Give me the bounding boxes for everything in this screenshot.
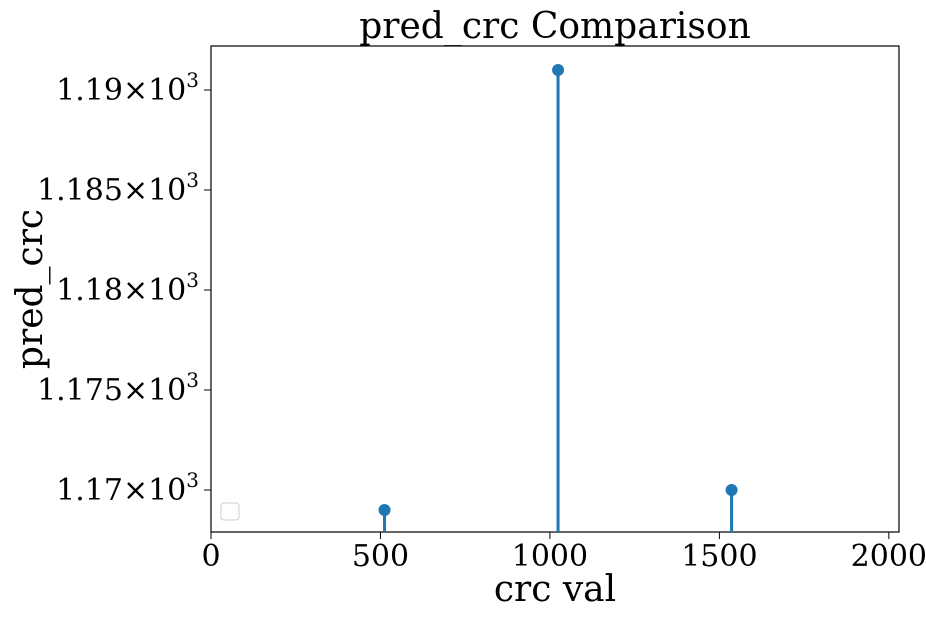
x-tick-label-0: 0: [201, 539, 220, 574]
y-tick-label-2: 1.18×103: [56, 268, 199, 308]
x-axis-label: crc val: [494, 569, 616, 610]
markers-layer: [378, 64, 738, 516]
stem-marker-2: [725, 484, 738, 496]
x-tick-label-1: 500: [352, 539, 409, 574]
x-tick-label-2: 1000: [512, 539, 588, 574]
stem-marker-0: [378, 504, 391, 516]
chart-title: pred_crc Comparison: [359, 6, 751, 47]
stems-layer: [383, 70, 734, 532]
y-axis-label: pred_crc: [10, 209, 51, 369]
y-tick-label-3: 1.185×103: [37, 168, 199, 208]
x-tick-label-4: 2000: [851, 539, 926, 574]
stem-marker-1: [552, 64, 565, 76]
x-axis-ticks: 0 500 1000 1500 2000: [201, 532, 926, 574]
x-tick-label-3: 1500: [681, 539, 757, 574]
y-tick-label-4: 1.19×103: [56, 68, 199, 108]
plot-area: [210, 45, 900, 533]
y-tick-label-0: 1.17×103: [56, 468, 199, 508]
y-axis-ticks: 1.17×103 1.175×103 1.18×103 1.185×103 1.19×1…: [37, 68, 211, 508]
legend-box: [220, 502, 240, 521]
y-tick-label-1: 1.175×103: [37, 368, 199, 408]
